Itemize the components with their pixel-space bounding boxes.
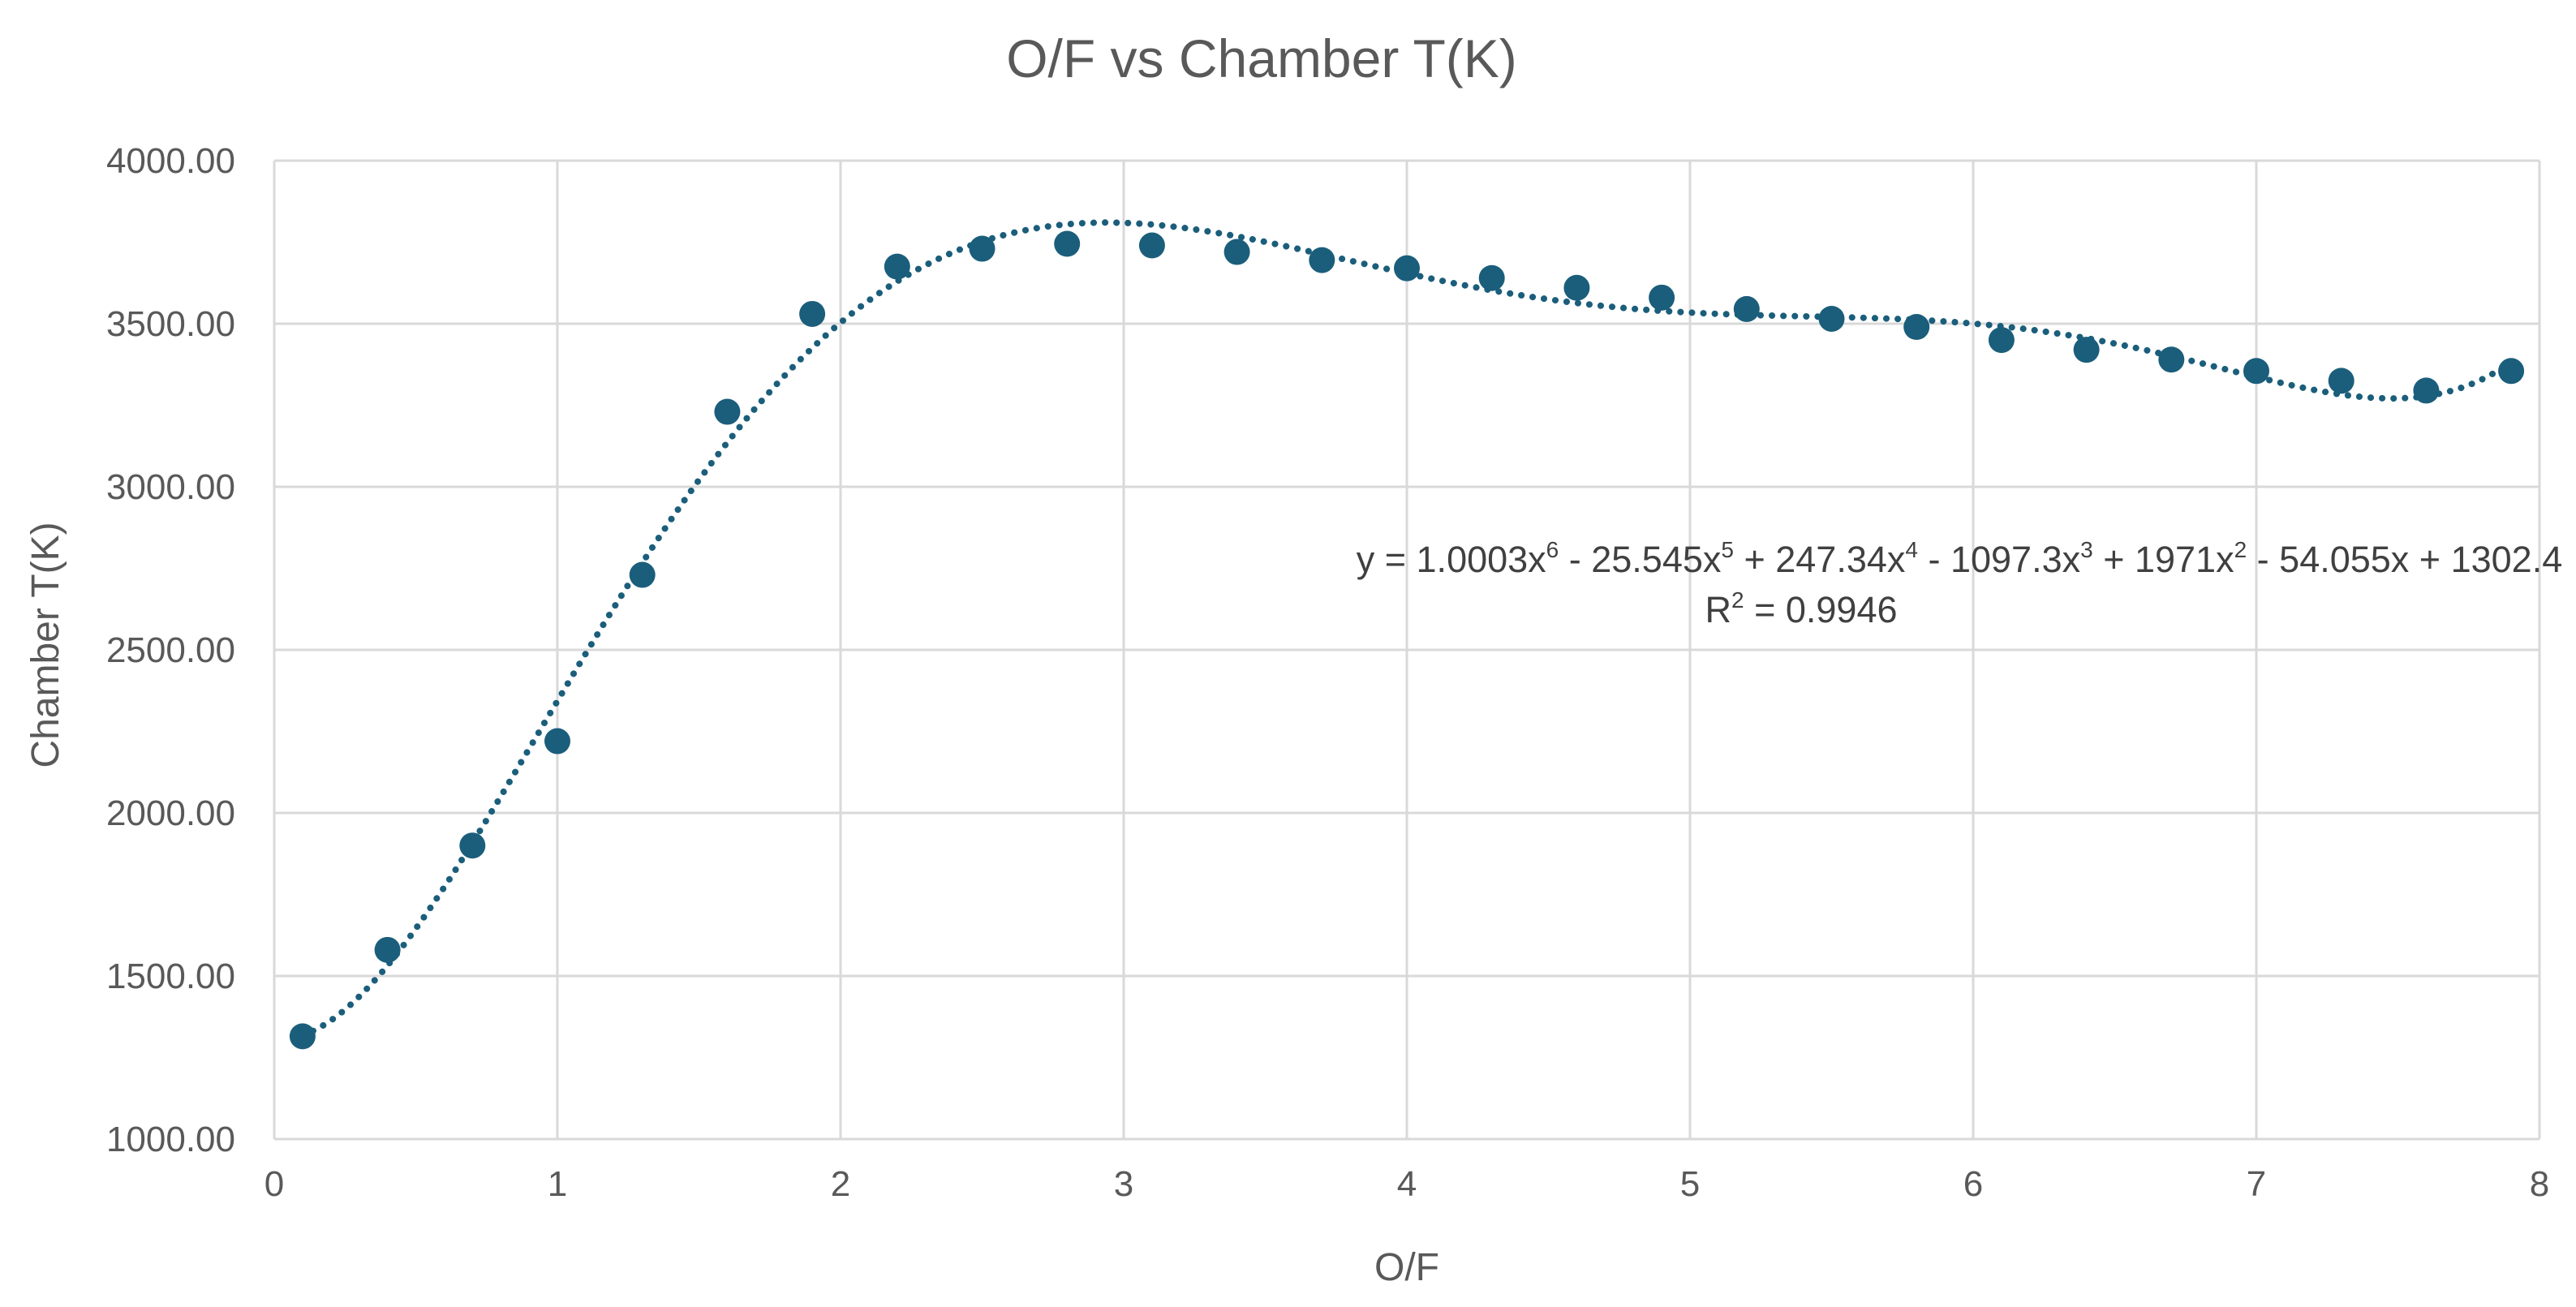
data-point <box>2158 346 2185 373</box>
data-point <box>2413 377 2440 404</box>
data-point <box>1309 247 1335 273</box>
data-point <box>714 398 741 425</box>
y-tick-label: 3500.00 <box>106 304 235 344</box>
data-point <box>1394 255 1420 282</box>
x-tick-label: 0 <box>264 1164 284 1204</box>
y-axis-ticks: 1000.00 1500.00 2000.00 2500.00 3000.00 3500.… <box>106 141 235 1159</box>
x-axis-label: O/F <box>1374 1246 1439 1289</box>
y-tick-label: 2000.00 <box>106 793 235 833</box>
data-point <box>1988 327 2015 354</box>
y-tick-label: 1500.00 <box>106 957 235 996</box>
data-point <box>629 561 656 588</box>
y-tick-label: 4000.00 <box>106 141 235 181</box>
data-point <box>1649 284 1675 311</box>
data-point <box>2243 358 2269 385</box>
x-tick-label: 1 <box>548 1164 567 1204</box>
trendline-equation: y = 1.0003x6 - 25.545x5 + 247.34x4 - 109… <box>1357 537 2562 580</box>
y-tick-label: 2500.00 <box>106 630 235 670</box>
data-point <box>969 235 996 262</box>
x-tick-label: 8 <box>2530 1164 2549 1204</box>
r-squared-label: R2 = 0.9946 <box>1705 587 1898 630</box>
x-axis-ticks: 0 1 2 3 4 5 6 7 8 <box>264 1164 2549 1204</box>
y-tick-label: 3000.00 <box>106 467 235 507</box>
y-tick-label: 1000.00 <box>106 1120 235 1159</box>
gridlines <box>273 159 2541 1141</box>
data-point <box>799 300 826 327</box>
data-point <box>1054 230 1081 257</box>
data-point <box>2073 337 2100 363</box>
data-point <box>1478 264 1505 291</box>
data-point <box>1903 314 1930 341</box>
data-point <box>1138 232 1165 259</box>
x-tick-label: 3 <box>1114 1164 1133 1204</box>
data-points <box>289 230 2525 1050</box>
data-point <box>2328 368 2355 394</box>
data-point <box>884 253 910 280</box>
x-tick-label: 7 <box>2247 1164 2266 1204</box>
x-tick-label: 6 <box>1963 1164 1983 1204</box>
x-tick-label: 5 <box>1680 1164 1700 1204</box>
data-point <box>289 1023 316 1050</box>
data-point <box>374 936 401 963</box>
data-point <box>2498 358 2525 385</box>
data-point <box>544 728 570 755</box>
x-tick-label: 4 <box>1397 1164 1417 1204</box>
data-point <box>1223 239 1250 265</box>
data-point <box>1818 305 1845 332</box>
chart-title: O/F vs Chamber T(K) <box>1006 28 1517 88</box>
data-point <box>1733 295 1760 322</box>
data-point <box>459 832 486 859</box>
x-tick-label: 2 <box>831 1164 850 1204</box>
data-point <box>1563 274 1590 301</box>
y-axis-label: Chamber T(K) <box>24 522 67 767</box>
